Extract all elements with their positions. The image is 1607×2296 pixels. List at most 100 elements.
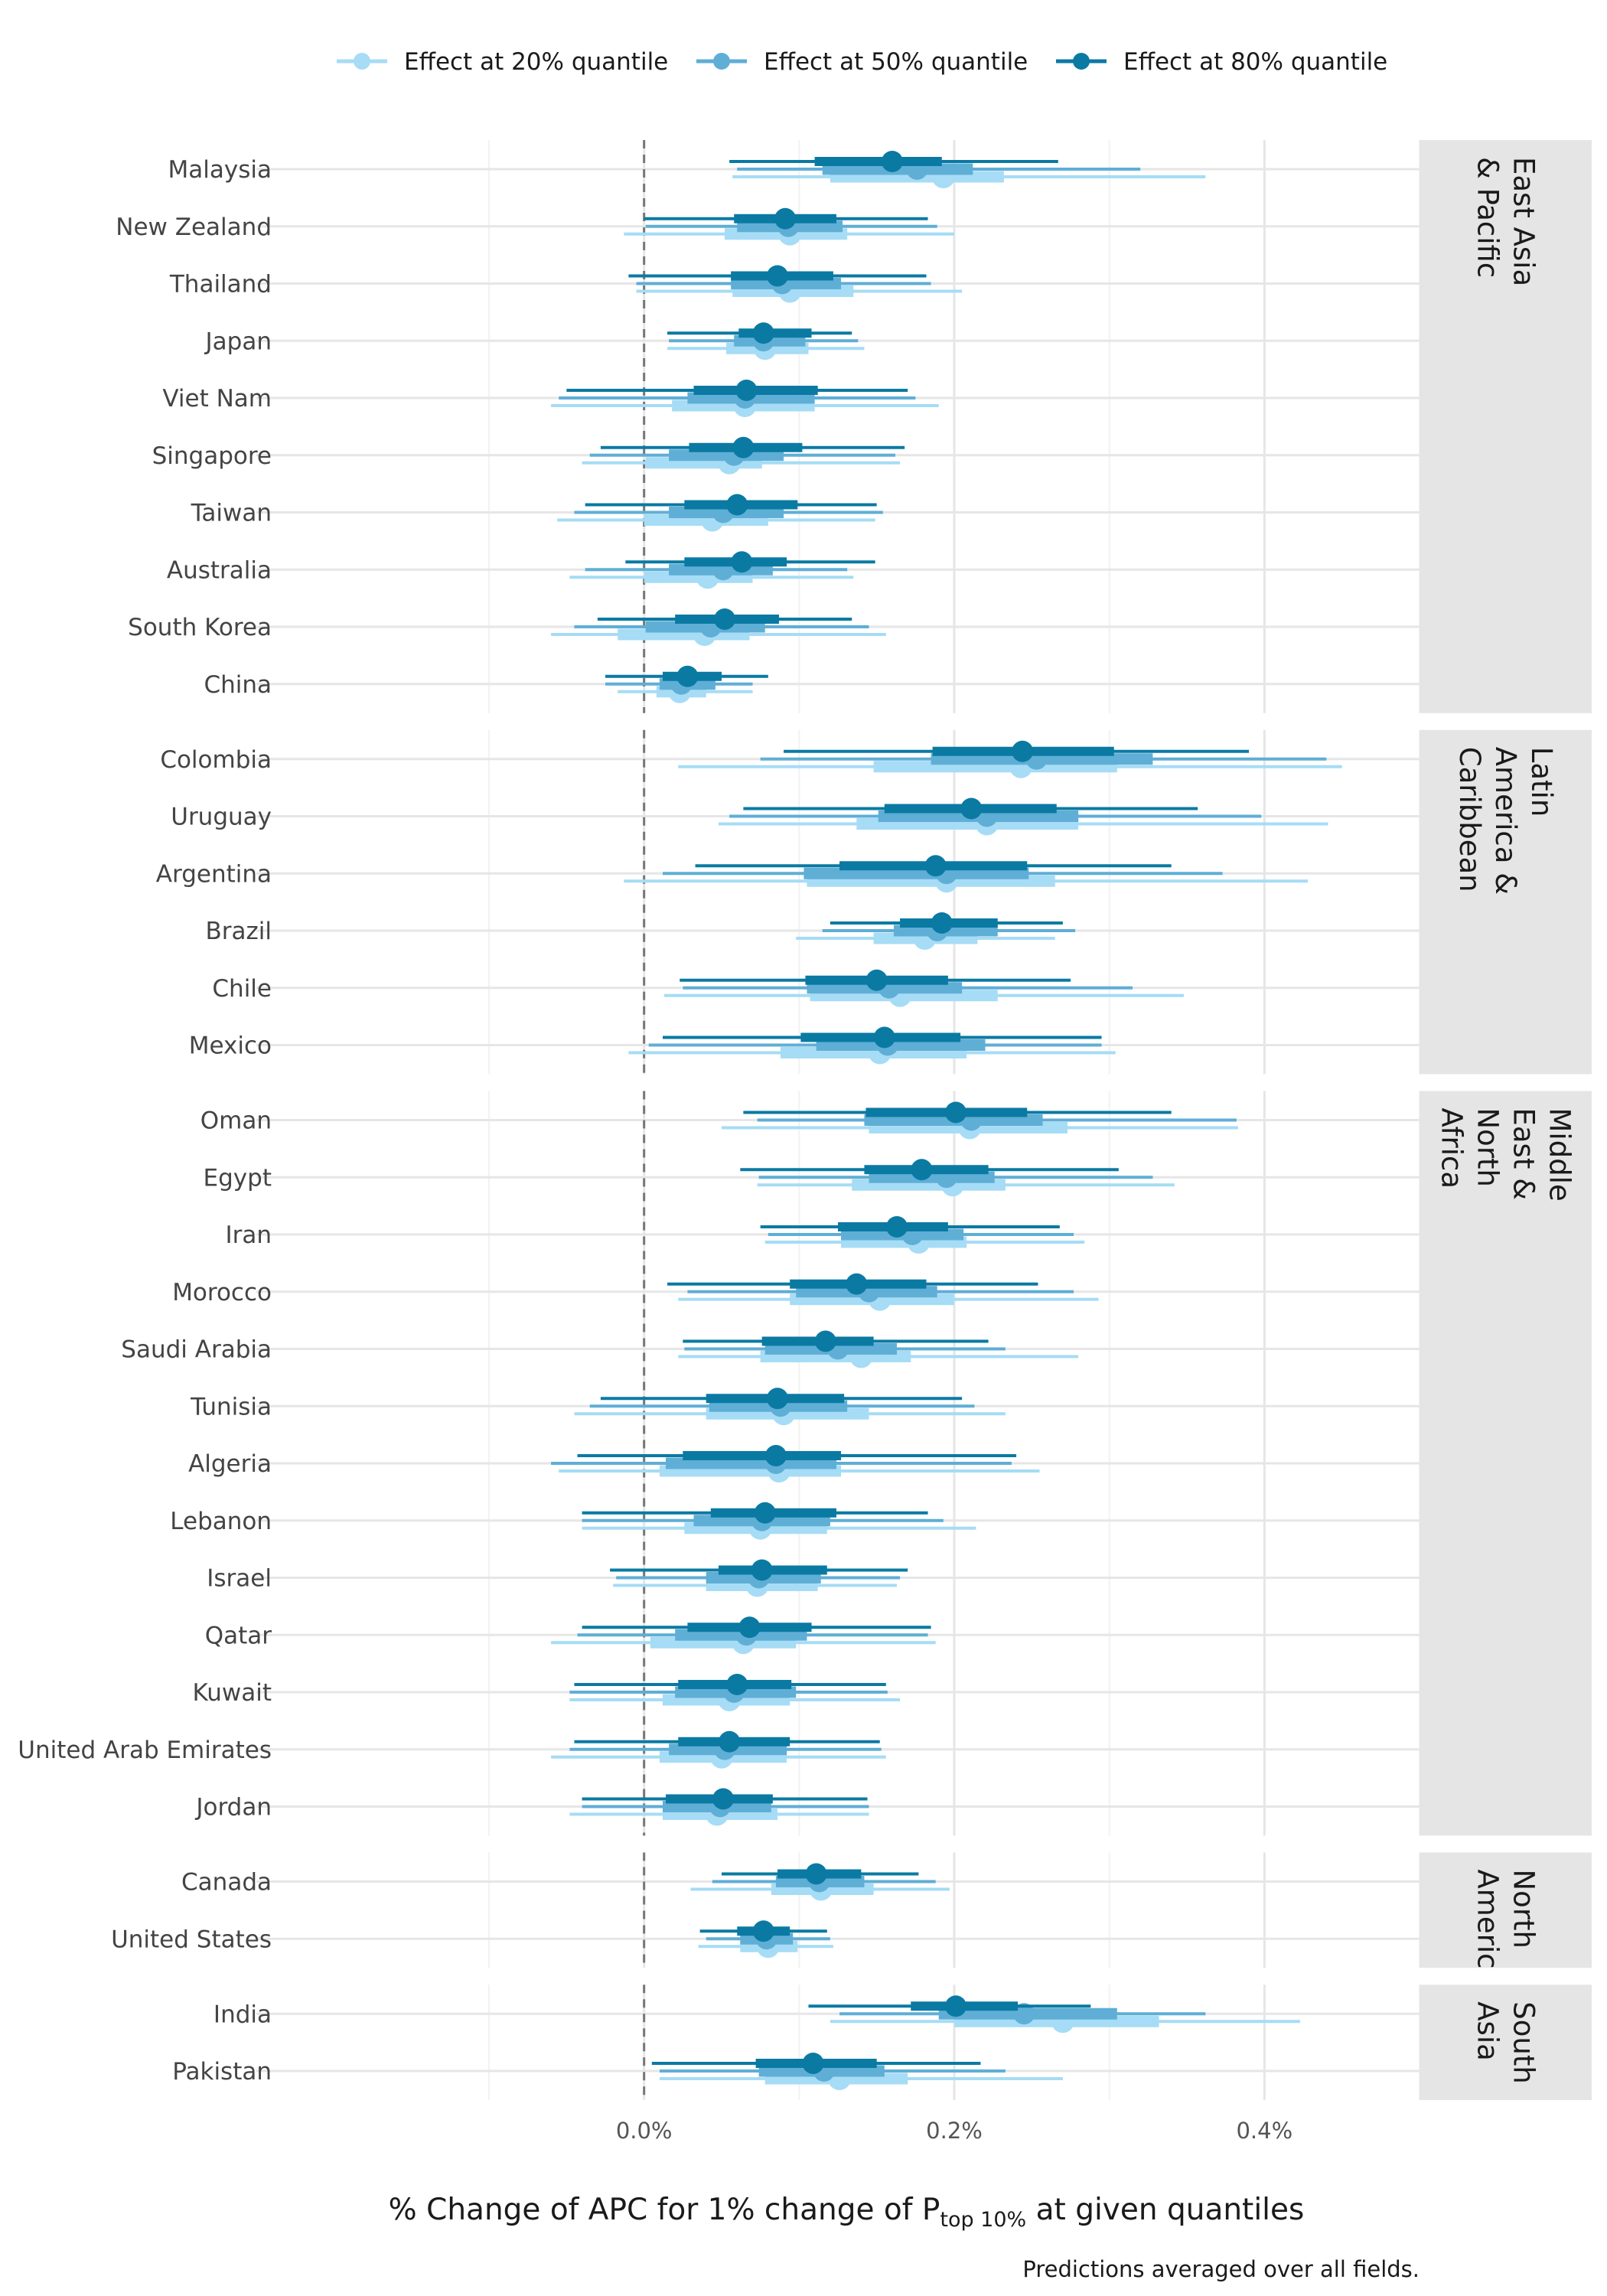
- country-label: New Zealand: [116, 214, 272, 241]
- country-label: China: [204, 671, 272, 699]
- country-label: Canada: [181, 1869, 272, 1896]
- caption: Predictions averaged over all fields.: [1022, 2256, 1420, 2282]
- country-label: Egypt: [204, 1164, 272, 1192]
- country-row: Canada: [181, 1863, 950, 1901]
- point-estimate-q80: [719, 1730, 741, 1753]
- point-estimate-q80: [802, 2053, 824, 2074]
- country-row: Uruguay: [171, 797, 1328, 836]
- country-label: Israel: [207, 1565, 272, 1593]
- point-estimate-q80: [960, 797, 983, 820]
- x-axis-ticks: 0.0% 0.2% 0.4%: [616, 2118, 1292, 2144]
- country-row: Jordan: [194, 1788, 869, 1826]
- country-row: Singapore: [152, 436, 905, 475]
- country-label: Algeria: [188, 1450, 272, 1478]
- point-estimate-q80: [814, 1330, 836, 1352]
- country-row: Egypt: [204, 1159, 1175, 1197]
- country-row: Algeria: [188, 1445, 1040, 1482]
- point-estimate-q80: [924, 855, 947, 877]
- x-tick-label: 0.0%: [616, 2118, 673, 2144]
- point-estimate-q80: [726, 494, 748, 516]
- x-axis-title-main: % Change of APC for 1% change of P: [389, 2193, 940, 2227]
- country-label: Thailand: [169, 271, 272, 298]
- point-estimate-q80: [714, 608, 736, 630]
- facet-strip-background: [1420, 140, 1592, 713]
- country-label: Oman: [200, 1107, 272, 1135]
- facet-strip: East Asia& Pacific: [1420, 140, 1592, 713]
- facet-strip-label: East Asia: [1508, 157, 1540, 286]
- legend-label: Effect at 80% quantile: [1123, 48, 1387, 76]
- point-estimate-q80: [865, 969, 888, 991]
- point-estimate-q80: [766, 1388, 788, 1410]
- country-row: India: [214, 1995, 1300, 2033]
- country-row: Lebanon: [170, 1502, 976, 1540]
- country-label: Morocco: [172, 1279, 272, 1306]
- country-row: Qatar: [205, 1616, 936, 1655]
- facet-panel: Colombia Uruguay Argentina Brazil Chile Mexic…: [156, 729, 1592, 1075]
- point-estimate-q80: [738, 1616, 761, 1639]
- country-row: United Arab Emirates: [18, 1730, 886, 1769]
- country-label: Mexico: [189, 1032, 272, 1060]
- point-estimate-q80: [766, 265, 788, 287]
- country-row: United States: [111, 1920, 833, 1958]
- x-axis-title-tail: at given quantiles: [1026, 2193, 1304, 2227]
- facet-strip-label: Middle: [1543, 1108, 1576, 1202]
- country-row: Australia: [167, 551, 875, 589]
- point-estimate-q80: [751, 1559, 773, 1581]
- country-label: South Korea: [128, 614, 272, 641]
- country-label: Taiwan: [191, 500, 272, 527]
- country-row: Pakistan: [172, 2053, 1063, 2090]
- point-estimate-q80: [931, 912, 953, 934]
- country-row: Brazil: [205, 912, 1076, 950]
- facet-strip-background: [1420, 729, 1592, 1075]
- legend: Effect at 20% quantile Effect at 50% quan…: [337, 48, 1387, 76]
- point-estimate-q80: [676, 665, 699, 687]
- point-estimate-q80: [911, 1159, 933, 1181]
- country-row: Viet Nam: [162, 380, 939, 417]
- facet-strip-background: [1420, 1985, 1592, 2100]
- point-estimate-q80: [945, 1995, 967, 2017]
- country-row: Japan: [204, 322, 865, 360]
- point-estimate-q80: [945, 1101, 967, 1124]
- point-estimate-q80: [731, 551, 753, 573]
- facet-strip-label: North: [1508, 1870, 1540, 1949]
- legend-key-dot: [1073, 53, 1090, 70]
- point-estimate-q80: [881, 151, 903, 172]
- country-label: Singapore: [152, 442, 272, 470]
- facet-panel: Malaysia New Zealand Thailand Japan Viet Nam…: [116, 140, 1592, 713]
- country-row: Saudi Arabia: [121, 1330, 1079, 1368]
- country-row: Taiwan: [191, 494, 883, 532]
- country-row: Mexico: [189, 1026, 1116, 1065]
- country-row: Morocco: [172, 1273, 1099, 1311]
- country-label: Colombia: [160, 746, 272, 774]
- country-label: Iran: [225, 1221, 272, 1249]
- facet-strip-background: [1420, 1852, 1592, 1968]
- country-row: Chile: [212, 969, 1184, 1007]
- facet-strip-label: Caribbean: [1453, 747, 1486, 892]
- point-estimate-q80: [732, 436, 755, 458]
- country-label: Jordan: [194, 1794, 272, 1821]
- country-row: Kuwait: [192, 1674, 901, 1711]
- country-label: United Arab Emirates: [18, 1737, 272, 1764]
- point-estimate-q80: [805, 1863, 827, 1885]
- point-estimate-q80: [873, 1026, 895, 1049]
- point-estimate-q80: [774, 207, 797, 230]
- country-label: Pakistan: [172, 2058, 272, 2086]
- facet-strip-label: South: [1508, 2001, 1540, 2084]
- facet-strip-label: East &: [1508, 1108, 1540, 1200]
- facet-panels: Malaysia New Zealand Thailand Japan Viet Nam…: [18, 140, 1592, 2100]
- country-label: Tunisia: [190, 1393, 272, 1420]
- point-estimate-q80: [752, 322, 774, 344]
- x-tick-label: 0.4%: [1236, 2118, 1292, 2144]
- country-label: Chile: [212, 975, 272, 1003]
- point-estimate-q80: [886, 1216, 908, 1238]
- country-label: Malaysia: [168, 156, 272, 184]
- facet-strip-label: Latin: [1525, 747, 1558, 817]
- facet-strip-label: North: [1472, 1108, 1504, 1187]
